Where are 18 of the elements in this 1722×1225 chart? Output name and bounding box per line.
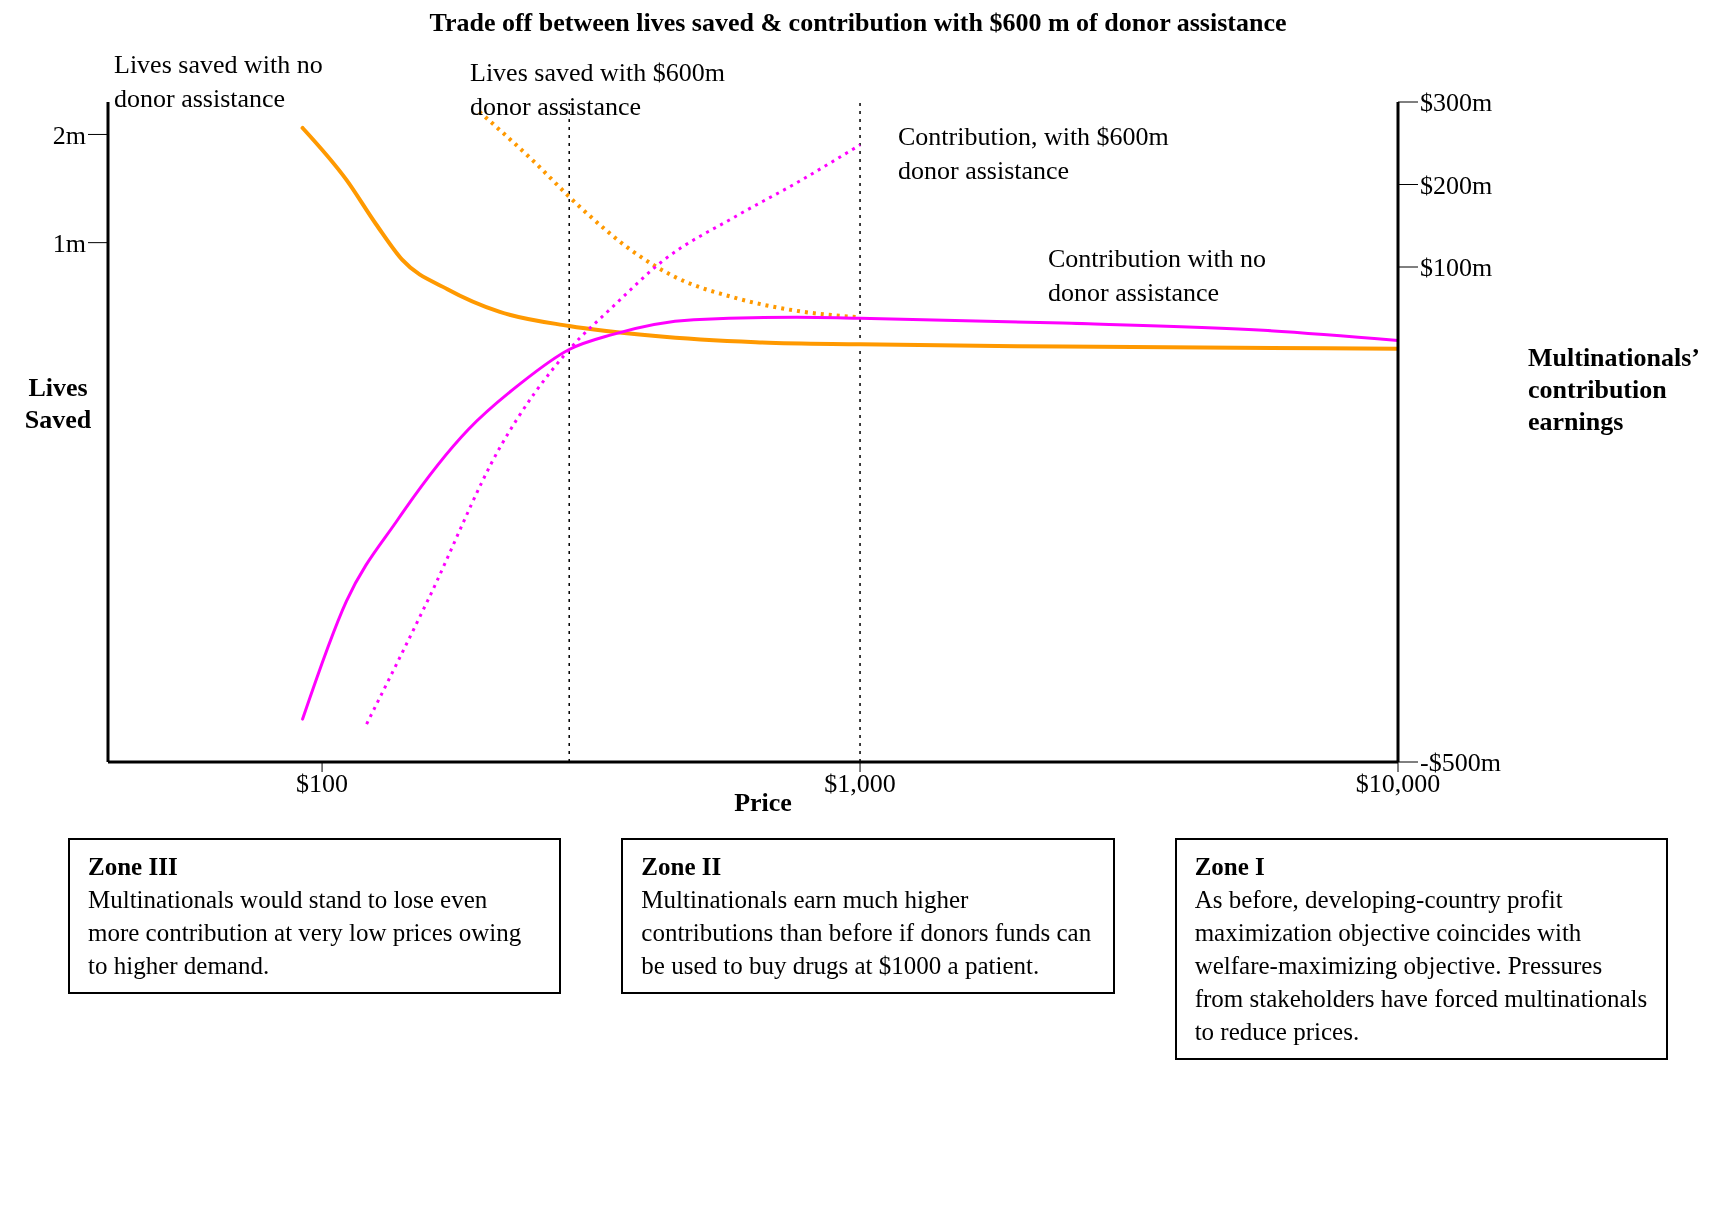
y2-tick-label: $200m: [1420, 170, 1493, 200]
y-axis-title: Lives Saved: [23, 372, 93, 436]
text: Zone II Multinationals earn much higher contributions than before if donors funds can be used to buy drugs at $1000 a patient.: [641, 852, 1093, 981]
x-tick-label: $1,000: [824, 769, 896, 799]
y-tick-label: 2m: [52, 120, 86, 150]
text: Zone I As before, developing-country profit maximization objective coincides with welfare-maximizing objective. Pressures from stakeholders have forced multinationals to reduce prices.: [1194, 852, 1648, 1047]
x-axis-title: Price: [734, 788, 792, 817]
chart-title: Trade off between lives saved & contribution with $600 m of donor assistance: [428, 8, 1288, 39]
x-tick-label: $100: [296, 769, 349, 799]
y2-tick-label: $100m: [1420, 253, 1493, 283]
series-label: Lives saved with no donor assistance: [114, 49, 324, 115]
text: Zone III Multinationals would stand to lose even more contribution at very low prices owing to higher demand.: [88, 852, 523, 981]
y2-axis-title: Multinationals’ contribution earnings: [1528, 342, 1699, 438]
series-label: Lives saved with $600m donor assistance: [470, 57, 726, 123]
series-label: Contribution, with $600m donor assistance: [898, 121, 1170, 187]
y2-tick-label: $300m: [1420, 88, 1493, 118]
series-label: Contribution with no donor assistance: [1048, 243, 1268, 309]
y-tick-label: 1m: [52, 228, 86, 258]
